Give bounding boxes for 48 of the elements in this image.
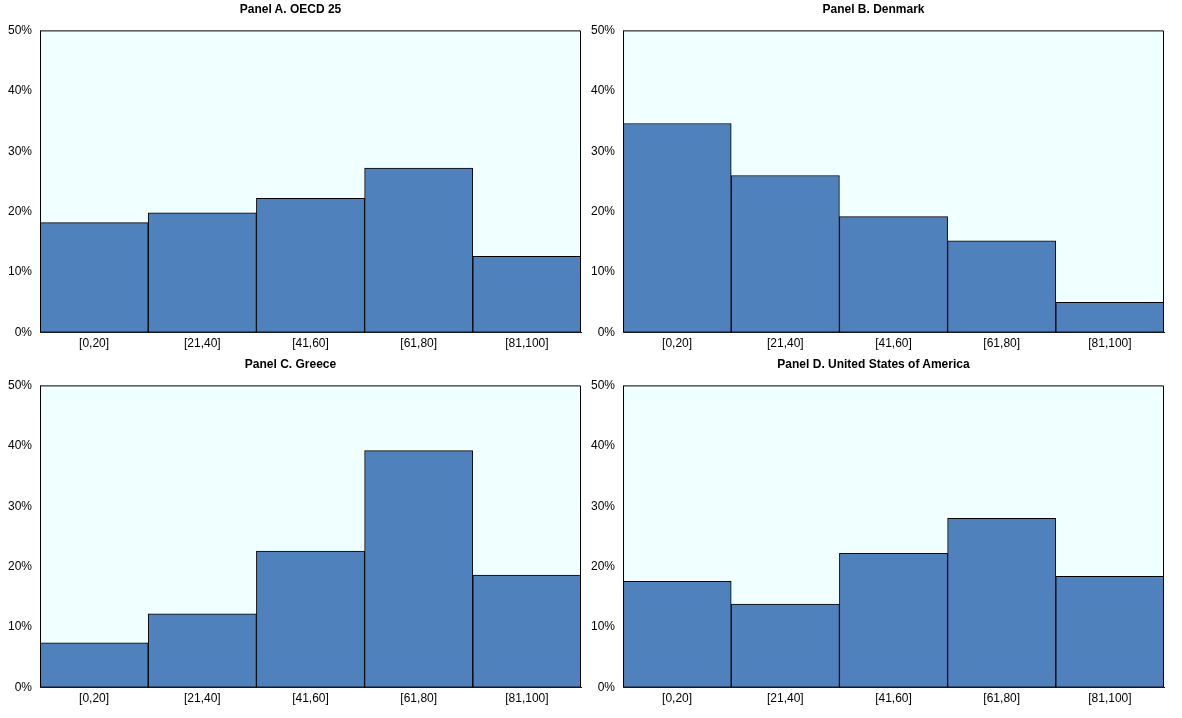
x-tick-label: [81,100]	[1088, 336, 1132, 351]
x-tick-label: [21,40]	[183, 691, 221, 706]
x-tick-label: [21,40]	[183, 336, 221, 351]
y-tick-label: 30%	[590, 498, 616, 513]
y-tick-label: 20%	[590, 204, 616, 219]
y-tick-label: 30%	[7, 498, 33, 513]
y-tick-label: 20%	[590, 559, 616, 574]
chart-title: Panel C. Greece	[244, 356, 337, 371]
y-tick-label: 10%	[590, 619, 616, 634]
y-tick-label: 30%	[590, 143, 616, 158]
x-tick-label: [81,100]	[505, 336, 549, 351]
y-tick-label: 20%	[7, 204, 33, 219]
y-tick-label: 0%	[14, 324, 33, 339]
x-tick-label: [41,60]	[875, 691, 912, 706]
x-tick-label: [41,60]	[875, 336, 912, 351]
x-tick-label: [81,100]	[505, 691, 549, 706]
x-tick-label: [41,60]	[292, 336, 329, 351]
x-tick-label: [61,80]	[400, 336, 438, 351]
y-tick-label: 40%	[590, 83, 616, 98]
x-tick-label: [41,60]	[292, 691, 329, 706]
y-tick-label: 50%	[590, 22, 616, 37]
x-tick-label: [0,20]	[662, 691, 693, 706]
x-tick-label: [0,20]	[662, 336, 693, 351]
y-tick-label: 40%	[590, 438, 616, 453]
y-tick-label: 10%	[590, 264, 616, 279]
x-tick-label: [0,20]	[79, 336, 110, 351]
y-tick-label: 50%	[7, 377, 33, 392]
y-tick-label: 0%	[597, 324, 616, 339]
x-tick-label: [61,80]	[983, 336, 1021, 351]
chart-title: Panel A. OECD 25	[239, 1, 342, 16]
x-tick-label: [21,40]	[766, 691, 804, 706]
y-tick-label: 10%	[7, 619, 33, 634]
y-tick-label: 50%	[590, 377, 616, 392]
y-tick-label: 20%	[7, 559, 33, 574]
y-tick-label: 10%	[7, 264, 33, 279]
chart-title: Panel B. Denmark	[822, 1, 925, 16]
x-tick-label: [61,80]	[983, 691, 1021, 706]
y-tick-label: 0%	[14, 679, 33, 694]
x-tick-label: [81,100]	[1088, 691, 1132, 706]
x-tick-label: [21,40]	[766, 336, 804, 351]
y-tick-label: 40%	[7, 83, 33, 98]
y-tick-label: 40%	[7, 438, 33, 453]
y-tick-label: 30%	[7, 143, 33, 158]
x-tick-label: [0,20]	[79, 691, 110, 706]
y-tick-label: 0%	[597, 679, 616, 694]
x-tick-label: [61,80]	[400, 691, 438, 706]
chart-title: Panel D. United States of America	[777, 356, 970, 371]
y-tick-label: 50%	[7, 22, 33, 37]
